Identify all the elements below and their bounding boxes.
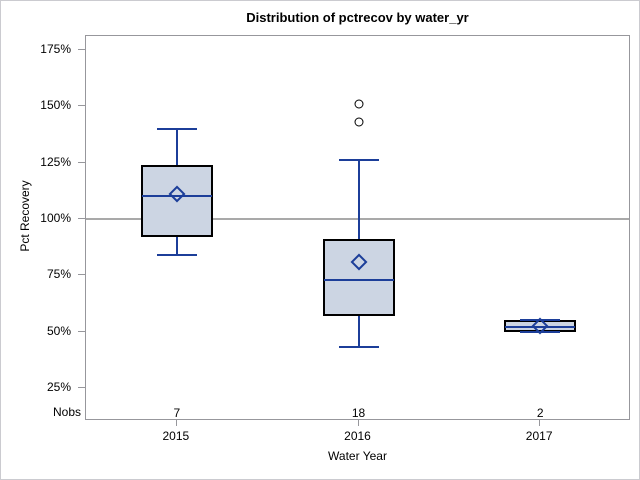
y-tick-label: 175% [40,42,71,56]
y-tick-label: 100% [40,210,71,225]
median-line [505,326,576,329]
y-tick-label: 25% [46,379,71,394]
whisker-lower [357,315,360,348]
whisker-cap-top [338,159,379,162]
whisker-lower [175,237,178,256]
outlier-point [354,99,363,109]
x-tick-mark [357,420,359,426]
x-tick-mark [175,420,177,426]
y-tick-mark [78,105,85,107]
box-iqr [140,164,213,237]
y-tick-mark [78,386,85,388]
whisker-cap-top [520,319,561,322]
y-tick-mark [78,49,85,50]
nobs-value: 7 [173,406,181,420]
y-tick-mark [78,161,85,163]
x-tick-label: 2016 [344,429,371,443]
box-iqr [504,320,577,332]
x-tick-label: 2015 [162,429,190,443]
y-tick-mark [78,217,85,219]
x-tick-mark [539,420,541,426]
nobs-value: 18 [351,406,366,420]
x-tick-label: 2017 [525,429,553,443]
median-line [323,278,394,281]
outlier-point [354,117,363,127]
median-line [141,195,212,198]
y-tick-label: 75% [46,267,71,282]
y-tick-label: 50% [46,323,71,338]
plot-area: 7 18 2 [85,35,630,420]
whisker-upper [175,128,178,165]
x-axis-title: Water Year [328,449,387,463]
y-tick-label: 150% [40,98,71,113]
y-tick-label: 125% [40,154,71,169]
chart-title: Distribution of pctrecov by water_yr [246,10,469,25]
whisker-cap-bottom [338,346,379,349]
nobs-row-label: Nobs [52,405,81,419]
nobs-value: 2 [536,406,544,420]
whisker-upper [357,160,360,240]
whisker-cap-top [156,127,197,130]
box-iqr [322,239,395,316]
whisker-cap-bottom [156,254,197,257]
y-tick-mark [78,330,85,332]
whisker-cap-bottom [520,330,561,333]
y-tick-mark [78,274,85,276]
